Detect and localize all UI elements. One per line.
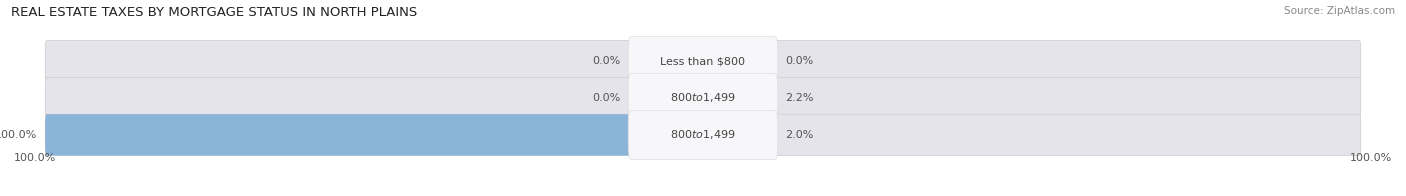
FancyBboxPatch shape (45, 114, 704, 156)
FancyBboxPatch shape (628, 110, 778, 159)
FancyBboxPatch shape (702, 77, 718, 119)
Text: REAL ESTATE TAXES BY MORTGAGE STATUS IN NORTH PLAINS: REAL ESTATE TAXES BY MORTGAGE STATUS IN … (11, 6, 418, 19)
Text: 0.0%: 0.0% (593, 93, 621, 103)
FancyBboxPatch shape (702, 114, 718, 156)
Text: 2.0%: 2.0% (785, 130, 814, 140)
Text: 100.0%: 100.0% (14, 153, 56, 163)
FancyBboxPatch shape (628, 37, 778, 86)
Text: $800 to $1,499: $800 to $1,499 (671, 92, 735, 104)
Text: 2.2%: 2.2% (785, 93, 814, 103)
Text: Source: ZipAtlas.com: Source: ZipAtlas.com (1284, 6, 1395, 16)
Text: 0.0%: 0.0% (785, 56, 813, 66)
Text: 100.0%: 100.0% (1350, 153, 1392, 163)
Text: $800 to $1,499: $800 to $1,499 (671, 128, 735, 141)
FancyBboxPatch shape (45, 40, 1361, 82)
Text: 100.0%: 100.0% (0, 130, 37, 140)
FancyBboxPatch shape (628, 74, 778, 122)
Text: 0.0%: 0.0% (593, 56, 621, 66)
Text: Less than $800: Less than $800 (661, 56, 745, 66)
FancyBboxPatch shape (45, 77, 1361, 119)
FancyBboxPatch shape (45, 114, 1361, 156)
